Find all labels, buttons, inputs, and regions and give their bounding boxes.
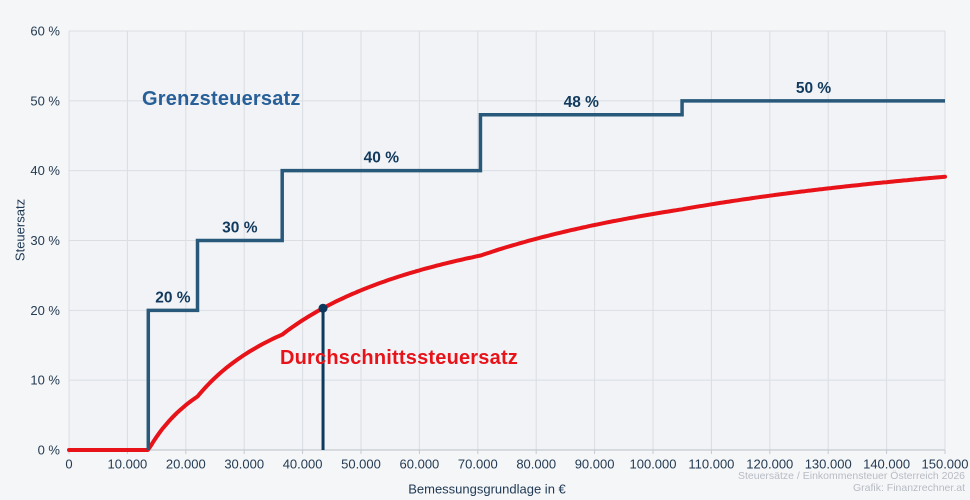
- step-rate-label: 50 %: [796, 80, 832, 97]
- step-rate-label: 40 %: [364, 150, 400, 167]
- watermark-line-1: Steuersätze / Einkommensteuer Österreich…: [737, 470, 965, 482]
- watermark-line-2: Grafik: Finanzrechner.at: [852, 482, 965, 494]
- x-tick-label: 130.000: [805, 457, 852, 472]
- step-rate-label: 20 %: [155, 289, 191, 306]
- x-tick-label: 140.000: [863, 457, 910, 472]
- y-tick-label: 50 %: [30, 93, 60, 108]
- x-tick-label: 30.000: [224, 457, 264, 472]
- x-tick-label: 0: [65, 457, 72, 472]
- x-tick-label: 60.000: [400, 457, 440, 472]
- x-tick-label: 40.000: [283, 457, 323, 472]
- x-tick-label: 50.000: [341, 457, 381, 472]
- y-tick-label: 30 %: [30, 233, 60, 248]
- x-tick-label: 100.000: [630, 457, 677, 472]
- series-label-durchschnittssteuersatz: Durchschnittssteuersatz: [280, 347, 518, 369]
- x-tick-label: 20.000: [166, 457, 206, 472]
- y-tick-label: 10 %: [30, 373, 60, 388]
- x-tick-label: 70.000: [458, 457, 498, 472]
- y-tick-label: 20 %: [30, 303, 60, 318]
- average-rate-curve: [67, 174, 947, 452]
- marker-dot: [318, 303, 328, 313]
- x-tick-label: 110.000: [688, 457, 734, 472]
- x-tick-label: 10.000: [108, 457, 148, 472]
- series-label-grenzsteuersatz: Grenzsteuersatz: [142, 88, 301, 110]
- watermark: Steuersätze / Einkommensteuer Österreich…: [738, 470, 965, 494]
- y-tick-label: 60 %: [30, 24, 60, 39]
- marginal-rate-step-line: [146, 99, 945, 450]
- y-tick-label: 40 %: [30, 163, 60, 178]
- x-axis-title: Bemessungsgrundlage in €: [408, 481, 566, 497]
- step-rate-label: 30 %: [222, 220, 258, 237]
- x-tick-label: 90.000: [575, 457, 615, 472]
- step-rate-label: 48 %: [564, 94, 600, 111]
- x-tick-label: 80.000: [516, 457, 556, 472]
- y-tick-label: 0 %: [38, 443, 61, 458]
- y-axis-title: Steuersatz: [12, 198, 28, 262]
- x-tick-label: 150.000: [922, 457, 969, 472]
- x-tick-label: 120.000: [746, 457, 793, 472]
